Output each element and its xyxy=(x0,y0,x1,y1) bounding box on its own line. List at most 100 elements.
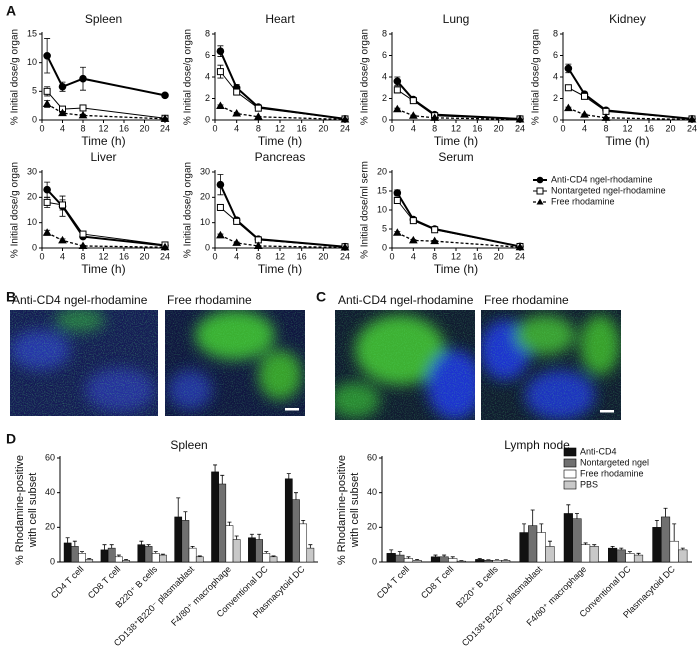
x-tick-label: 8 xyxy=(256,251,261,261)
y-tick-label: 15 xyxy=(377,185,387,195)
x-tick-label: 0 xyxy=(39,123,44,133)
marker xyxy=(79,230,87,238)
error-bar xyxy=(477,558,482,560)
bar xyxy=(63,542,72,563)
chart-title: Liver xyxy=(90,150,116,164)
legend-label: Anti-CD4 ngel-rhodamine xyxy=(551,174,653,184)
marker xyxy=(515,242,525,251)
x-tick-label: 24 xyxy=(515,251,525,261)
marker xyxy=(409,97,417,105)
y-tick-label: 60 xyxy=(367,452,377,462)
error-bar xyxy=(286,473,291,479)
x-tick-label: 16 xyxy=(472,251,482,261)
marker xyxy=(564,84,572,92)
bar xyxy=(483,560,493,563)
x-tick-label: 8 xyxy=(80,251,85,261)
y-tick-label: 10 xyxy=(200,217,210,227)
y-tick-label: 0 xyxy=(205,242,210,252)
marker xyxy=(42,228,52,236)
bar xyxy=(519,532,529,563)
error-bar xyxy=(293,492,298,500)
y-tick-label: 0 xyxy=(32,114,37,124)
x-tick-label: 20 xyxy=(139,123,149,133)
x-tick-label: 16 xyxy=(297,251,307,261)
y-axis-label-line: % Rhodamine-positive xyxy=(336,455,348,565)
error-bar xyxy=(160,553,165,556)
x-tick-label: 12 xyxy=(275,123,285,133)
bar xyxy=(669,540,679,563)
x-tick-label: 4 xyxy=(234,123,239,133)
y-tick-label: 6 xyxy=(553,50,558,60)
bar xyxy=(545,546,555,563)
marker xyxy=(43,51,51,60)
y-axis-label: % Initial dose/g organ xyxy=(10,29,21,125)
marker xyxy=(78,110,88,119)
series-line xyxy=(47,201,166,246)
x-tick-label: 16 xyxy=(644,123,654,133)
legend-swatch xyxy=(563,447,577,457)
bar xyxy=(211,471,219,563)
x-tick-label: 4 xyxy=(60,251,65,261)
marker xyxy=(393,189,402,197)
x-axis-label: Time (h) xyxy=(81,134,125,148)
error-bar xyxy=(249,533,254,538)
x-tick-label: 20 xyxy=(318,123,328,133)
error-bar xyxy=(176,497,181,517)
marker xyxy=(59,201,66,209)
x-tick-label: CD8 T cell xyxy=(419,564,456,601)
error-bar xyxy=(663,507,668,517)
y-tick-label: 4 xyxy=(553,71,558,81)
x-tick-label: 16 xyxy=(119,123,129,133)
legend-swatch xyxy=(563,458,577,468)
legend-label: Nontargeted ngel-rhodamine xyxy=(551,185,666,195)
x-axis-label: Time (h) xyxy=(258,134,302,148)
marker xyxy=(232,238,242,246)
series-line xyxy=(219,50,346,120)
error-bar xyxy=(566,504,571,514)
bar xyxy=(78,553,86,563)
error-bar xyxy=(442,554,447,557)
y-tick-label: 20 xyxy=(200,192,210,202)
error-bar xyxy=(116,554,121,557)
error-bar xyxy=(227,521,232,526)
marker xyxy=(392,104,402,113)
marker xyxy=(409,217,417,225)
marker xyxy=(340,243,350,251)
chart-title: Serum xyxy=(438,150,473,164)
chart-title: Lung xyxy=(443,12,470,26)
series-line xyxy=(397,232,521,248)
y-tick-label: 0 xyxy=(50,556,55,566)
bar xyxy=(572,518,582,563)
y-tick-label: 4 xyxy=(382,71,387,81)
error-bar xyxy=(503,559,508,561)
bar xyxy=(652,527,662,563)
bar xyxy=(100,549,109,563)
error-bar xyxy=(220,474,225,484)
marker xyxy=(515,114,525,123)
x-tick-label: 0 xyxy=(560,123,565,133)
legend-swatch xyxy=(563,469,577,479)
marker xyxy=(408,235,418,244)
error-bar xyxy=(213,464,218,472)
y-tick-label: 6 xyxy=(382,50,387,60)
bar xyxy=(232,539,241,563)
x-tick-label: 12 xyxy=(98,123,108,133)
panel-label: D xyxy=(6,431,16,447)
y-tick-label: 10 xyxy=(377,204,387,214)
y-axis-label: % Rhodamine-positivewith cell subset xyxy=(14,455,39,565)
marker xyxy=(340,114,350,123)
bar xyxy=(633,554,644,563)
panel-label: B xyxy=(6,289,16,305)
marker xyxy=(254,104,262,112)
series-line xyxy=(220,71,346,120)
marker xyxy=(43,87,51,95)
marker xyxy=(430,113,440,121)
marker xyxy=(43,185,51,194)
y-tick-label: 2 xyxy=(205,93,210,103)
bar xyxy=(218,483,227,563)
bar xyxy=(456,560,466,563)
error-bar xyxy=(415,559,420,561)
bar xyxy=(678,549,688,563)
error-bar xyxy=(450,556,455,559)
marker xyxy=(58,82,67,91)
